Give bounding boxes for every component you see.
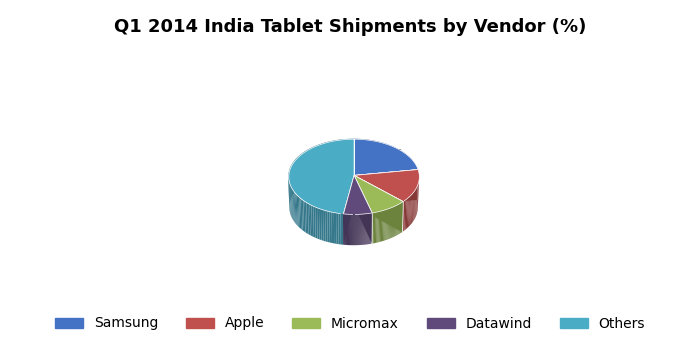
Legend: Samsung, Apple, Micromax, Datawind, Others: Samsung, Apple, Micromax, Datawind, Othe… bbox=[49, 311, 651, 336]
Text: Q1 2014 India Tablet Shipments by Vendor (%): Q1 2014 India Tablet Shipments by Vendor… bbox=[114, 18, 586, 35]
